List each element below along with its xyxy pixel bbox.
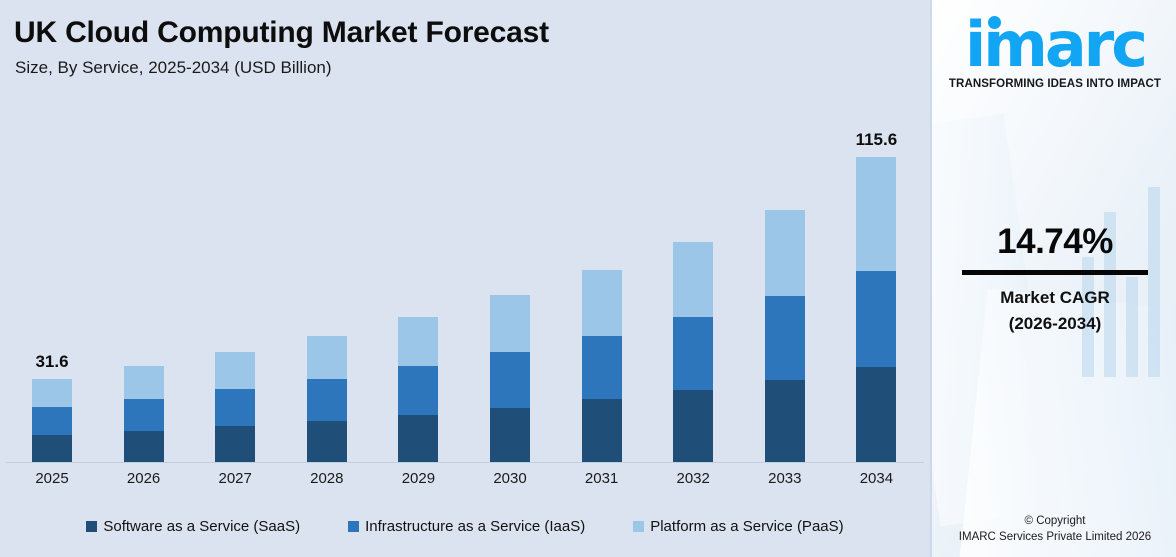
copyright-line-2: IMARC Services Private Limited 2026 (958, 531, 1152, 543)
decorative-bar-1 (1082, 257, 1094, 377)
bar-2027[interactable]: 41.7 (215, 352, 256, 462)
bar-segment-2030-iaas[interactable] (490, 352, 530, 408)
decorative-bar-2 (1104, 212, 1116, 377)
chart-legend: Software as a Service (SaaS) Infrastructu… (0, 518, 930, 535)
bar-total-label-2034: 115.6 (855, 130, 898, 150)
bar-2026[interactable]: 36.3 (123, 366, 164, 462)
decorative-bar-4 (1148, 187, 1160, 377)
cagr-caption-period: (2026-2034) (1008, 314, 1102, 333)
legend-label: Infrastructure as a Service (IaaS) (365, 518, 586, 535)
logo-dot-icon (988, 16, 1001, 29)
bar-segment-2031-iaas[interactable] (581, 335, 622, 400)
bar-segment-2028-saas[interactable] (306, 420, 347, 462)
bar-segment-2025-iaas[interactable] (32, 407, 72, 435)
cagr-caption-primary: Market CAGR (1000, 288, 1110, 307)
x-tick-2029: 2029 (401, 470, 436, 487)
logo-wordmark: imarc (964, 8, 1148, 81)
cagr-block: 14.74% Market CAGR (2026-2034) (932, 222, 1176, 337)
bar-total-label-2025: 31.6 (35, 351, 69, 371)
bar-2030[interactable]: 63.2 (490, 295, 530, 462)
legend-swatch-icon-paas (633, 521, 645, 532)
decorative-bar-3 (1126, 277, 1138, 377)
x-tick-2030: 2030 (493, 470, 527, 487)
imarc-logo: imarc TRANSFORMING IDEAS INTO IMPACT (932, 8, 1176, 91)
bar-segment-2033-iaas[interactable] (764, 295, 805, 380)
bar-2033[interactable]: 95.7 (764, 209, 805, 462)
bar-2025[interactable]: 31.6 (32, 352, 72, 462)
legend-item-iaas[interactable]: Infrastructure as a Service (IaaS) (348, 518, 585, 535)
bar-2031[interactable]: 72.6 (581, 270, 622, 462)
legend-swatch-icon-iaas (348, 521, 360, 532)
bar-segment-2029-saas[interactable] (398, 414, 439, 462)
bar-segment-2030-paas[interactable] (490, 295, 530, 353)
bar-segment-2028-paas[interactable] (306, 335, 347, 379)
bar-segment-2027-paas[interactable] (215, 352, 256, 390)
bar-segment-2032-iaas[interactable] (673, 317, 714, 391)
x-tick-2028: 2028 (310, 470, 344, 487)
chart-panel: UK Cloud Computing Market Forecast Size,… (0, 16, 930, 535)
x-axis-line (6, 462, 924, 463)
plot-area (6, 462, 924, 463)
bar-segment-2032-paas[interactable] (673, 241, 714, 318)
bar-segment-2027-iaas[interactable] (215, 389, 256, 427)
bar-2032[interactable]: 83.4 (673, 241, 714, 462)
bar-segment-2025-saas[interactable] (32, 434, 72, 462)
bar-segment-2025-paas[interactable] (32, 378, 72, 408)
x-tick-2026: 2026 (126, 470, 161, 487)
bar-segment-2031-paas[interactable] (581, 270, 622, 336)
logo-tagline: TRANSFORMING IDEAS INTO IMPACT (948, 78, 1162, 90)
cagr-divider (962, 270, 1148, 275)
x-tick-2033: 2033 (768, 470, 802, 487)
bar-segment-2026-saas[interactable] (123, 430, 164, 462)
bar-segment-2034-paas[interactable] (856, 157, 897, 271)
bar-segment-2034-iaas[interactable] (856, 270, 897, 368)
x-tick-2031: 2031 (584, 470, 619, 487)
legend-swatch-icon-saas (86, 521, 98, 532)
x-tick-2032: 2032 (676, 470, 710, 487)
bar-segment-2030-saas[interactable] (490, 407, 530, 462)
brand-panel: imarc TRANSFORMING IDEAS INTO IMPACT 14.… (930, 0, 1176, 557)
page-subtitle: Size, By Service, 2025-2034 (USD Billion… (15, 58, 332, 77)
x-tick-2034: 2034 (859, 470, 894, 487)
bar-segment-2034-saas[interactable] (856, 367, 897, 462)
bar-2028[interactable]: 47.8 (306, 335, 347, 462)
bar-segment-2027-saas[interactable] (215, 426, 256, 462)
bar-segment-2032-saas[interactable] (673, 390, 714, 462)
bar-segment-2031-saas[interactable] (581, 399, 622, 462)
bar-segment-2029-paas[interactable] (398, 316, 439, 367)
bar-segment-2033-paas[interactable] (764, 209, 805, 296)
bar-2029[interactable]: 55.1 (398, 316, 439, 462)
legend-item-saas[interactable]: Software as a Service (SaaS) (86, 518, 300, 535)
x-tick-2027: 2027 (218, 470, 252, 487)
bar-segment-2026-iaas[interactable] (123, 398, 164, 431)
bar-2034[interactable]: 115.6 (856, 130, 897, 462)
legend-label: Platform as a Service (PaaS) (650, 518, 844, 535)
legend-item-paas[interactable]: Platform as a Service (PaaS) (633, 518, 844, 535)
x-tick-2025: 2025 (35, 470, 69, 487)
bar-segment-2026-paas[interactable] (123, 366, 164, 399)
bar-segment-2028-iaas[interactable] (306, 378, 347, 421)
copyright-notice: © Copyright IMARC Services Private Limit… (932, 513, 1176, 545)
copyright-line-1: © Copyright (1024, 515, 1086, 527)
legend-label: Software as a Service (SaaS) (103, 518, 301, 535)
cagr-value: 14.74% (997, 222, 1113, 261)
bar-segment-2029-iaas[interactable] (398, 366, 439, 415)
page-title: UK Cloud Computing Market Forecast (14, 16, 549, 49)
bar-segment-2033-saas[interactable] (764, 379, 805, 462)
